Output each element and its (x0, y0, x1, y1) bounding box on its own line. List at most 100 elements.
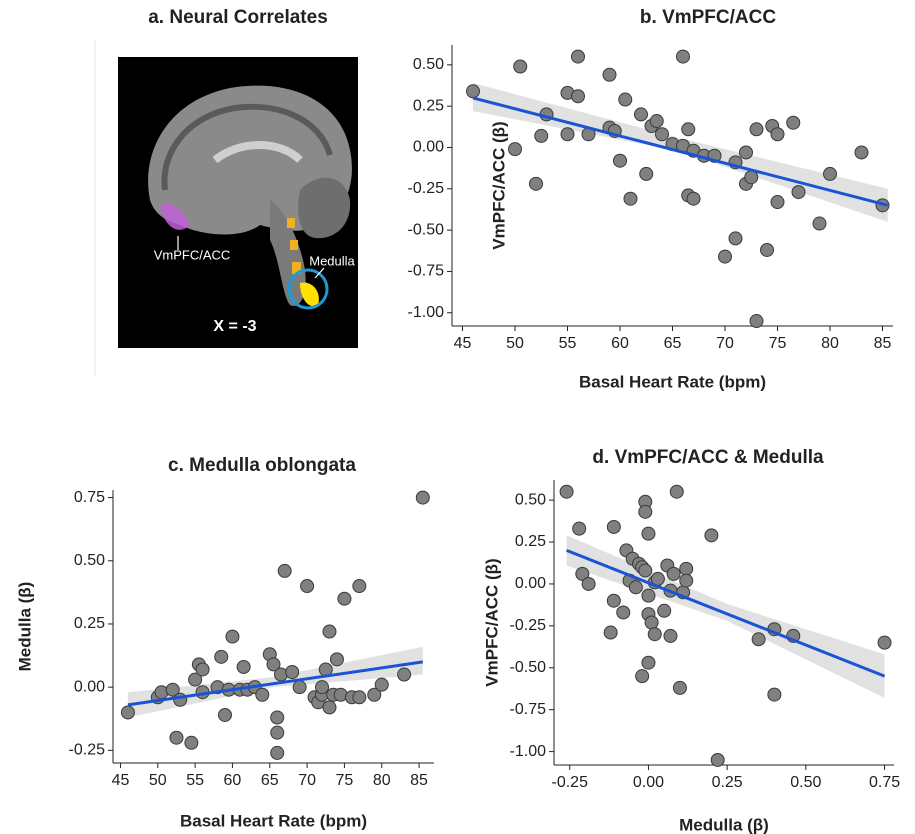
point (624, 192, 637, 205)
point (215, 650, 228, 663)
brain-image (118, 57, 358, 348)
point (330, 653, 343, 666)
y-tick-label: -0.75 (510, 701, 547, 718)
point (682, 123, 695, 136)
x-tick-label: 80 (821, 335, 839, 352)
y-tick-label: -0.25 (510, 617, 547, 634)
slice-coordinate: X = -3 (213, 318, 256, 335)
point (572, 50, 585, 63)
x-tick-label: 75 (336, 772, 354, 789)
x-tick-label: 50 (506, 335, 524, 352)
point (642, 656, 655, 669)
x-tick-label: 55 (559, 335, 577, 352)
point (640, 167, 653, 180)
point (687, 192, 700, 205)
point (582, 577, 595, 590)
point (729, 232, 742, 245)
point (316, 681, 329, 694)
y-tick-label: -1.00 (510, 743, 547, 760)
point (121, 706, 134, 719)
y-tick-label: -0.50 (510, 659, 547, 676)
point (635, 108, 648, 121)
y-tick-label: -1.00 (408, 304, 445, 321)
point (705, 529, 718, 542)
x-tick-label: 65 (261, 772, 279, 789)
x-tick-label: 75 (769, 335, 787, 352)
point (792, 186, 805, 199)
point (658, 604, 671, 617)
x-tick-label: 70 (716, 335, 734, 352)
point (375, 678, 388, 691)
y-tick-label: 0.00 (74, 678, 105, 695)
y-tick-label: 0.25 (515, 533, 546, 550)
panel-title: a. Neural Correlates (148, 7, 328, 28)
chart-title: c. Medulla oblongata (168, 455, 356, 476)
chart-title: d. VmPFC/ACC & Medulla (592, 447, 824, 468)
point (677, 50, 690, 63)
x-axis-label: Medulla (β) (679, 815, 769, 834)
y-tick-label: 0.50 (413, 56, 444, 73)
point (256, 688, 269, 701)
point (398, 668, 411, 681)
point (636, 670, 649, 683)
figure: a. Neural Correlates VmPFC/ACC Medulla X… (0, 0, 915, 834)
y-axis-label: VmPFC/ACC (β) (482, 558, 501, 686)
point (855, 146, 868, 159)
point (604, 626, 617, 639)
y-tick-label: 0.25 (74, 615, 105, 632)
point (607, 594, 620, 607)
point (642, 527, 655, 540)
point (752, 633, 765, 646)
x-tick-label: 50 (149, 772, 167, 789)
x-tick-label: 65 (664, 335, 682, 352)
point (603, 68, 616, 81)
x-tick-label: 0.00 (633, 774, 664, 791)
x-tick-label: 0.50 (790, 774, 821, 791)
x-tick-label: 85 (410, 772, 428, 789)
point (535, 129, 548, 142)
x-tick-label: 60 (224, 772, 242, 789)
point (271, 726, 284, 739)
point (271, 711, 284, 724)
point (467, 85, 480, 98)
x-tick-label: 45 (112, 772, 130, 789)
point (509, 143, 522, 156)
point (667, 567, 680, 580)
point (656, 128, 669, 141)
point (271, 746, 284, 759)
point (680, 574, 693, 587)
y-tick-label: 0.00 (515, 575, 546, 592)
point (617, 606, 630, 619)
point (878, 636, 891, 649)
point (301, 580, 314, 593)
confidence-band (567, 535, 885, 698)
point (664, 629, 677, 642)
point (278, 564, 291, 577)
point (293, 681, 306, 694)
point (813, 217, 826, 230)
y-tick-label: 0.25 (413, 97, 444, 114)
x-axis-label: Basal Heart Rate (bpm) (579, 372, 766, 391)
region-label: Medulla (309, 253, 355, 268)
point (761, 243, 774, 256)
point (639, 564, 652, 577)
point (639, 505, 652, 518)
point (787, 116, 800, 129)
point (323, 625, 336, 638)
x-axis-label: Basal Heart Rate (bpm) (180, 811, 367, 830)
y-tick-label: 0.00 (413, 139, 444, 156)
point (514, 60, 527, 73)
point (286, 666, 299, 679)
x-tick-label: 45 (454, 335, 472, 352)
point (771, 128, 784, 141)
x-tick-label: 85 (874, 335, 892, 352)
x-tick-label: 0.25 (712, 774, 743, 791)
y-tick-label: 0.50 (74, 552, 105, 569)
page: a. Neural Correlates VmPFC/ACC Medulla X… (0, 0, 915, 834)
point (323, 701, 336, 714)
chart-title: b. VmPFC/ACC (640, 7, 776, 28)
y-tick-label: -0.75 (408, 263, 445, 280)
point (750, 123, 763, 136)
y-axis-label: Medulla (β) (15, 582, 34, 672)
point (572, 90, 585, 103)
